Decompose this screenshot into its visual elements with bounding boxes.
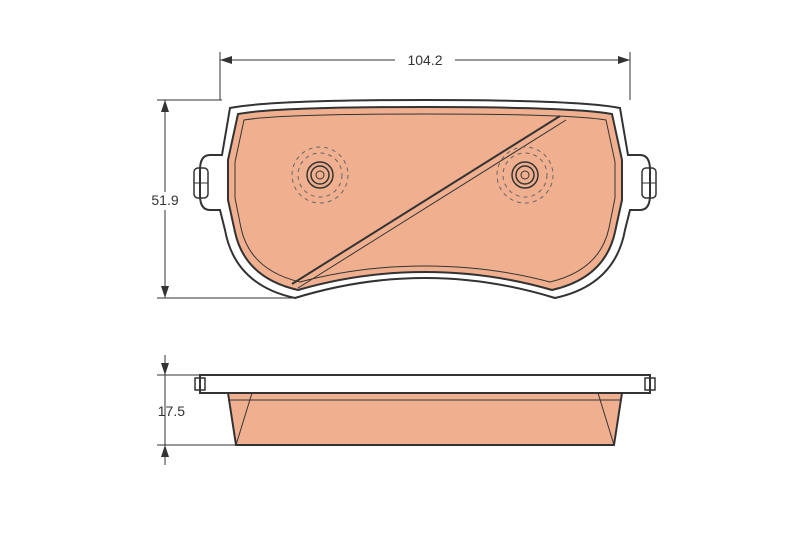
friction-face xyxy=(228,107,622,290)
friction-edge xyxy=(228,393,622,445)
dim-width: 104.2 xyxy=(220,52,630,100)
dim-thickness: 17.5 xyxy=(157,355,236,465)
dim-thickness-label: 17.5 xyxy=(158,403,185,419)
technical-drawing-svg: 104.2 51.9 17.5 xyxy=(0,0,800,533)
backing-bar xyxy=(200,375,650,393)
dim-width-label: 104.2 xyxy=(407,52,442,68)
front-view xyxy=(194,100,656,298)
side-view xyxy=(195,375,655,445)
drawing-canvas: 104.2 51.9 17.5 xyxy=(0,0,800,533)
dim-height-label: 51.9 xyxy=(151,192,178,208)
